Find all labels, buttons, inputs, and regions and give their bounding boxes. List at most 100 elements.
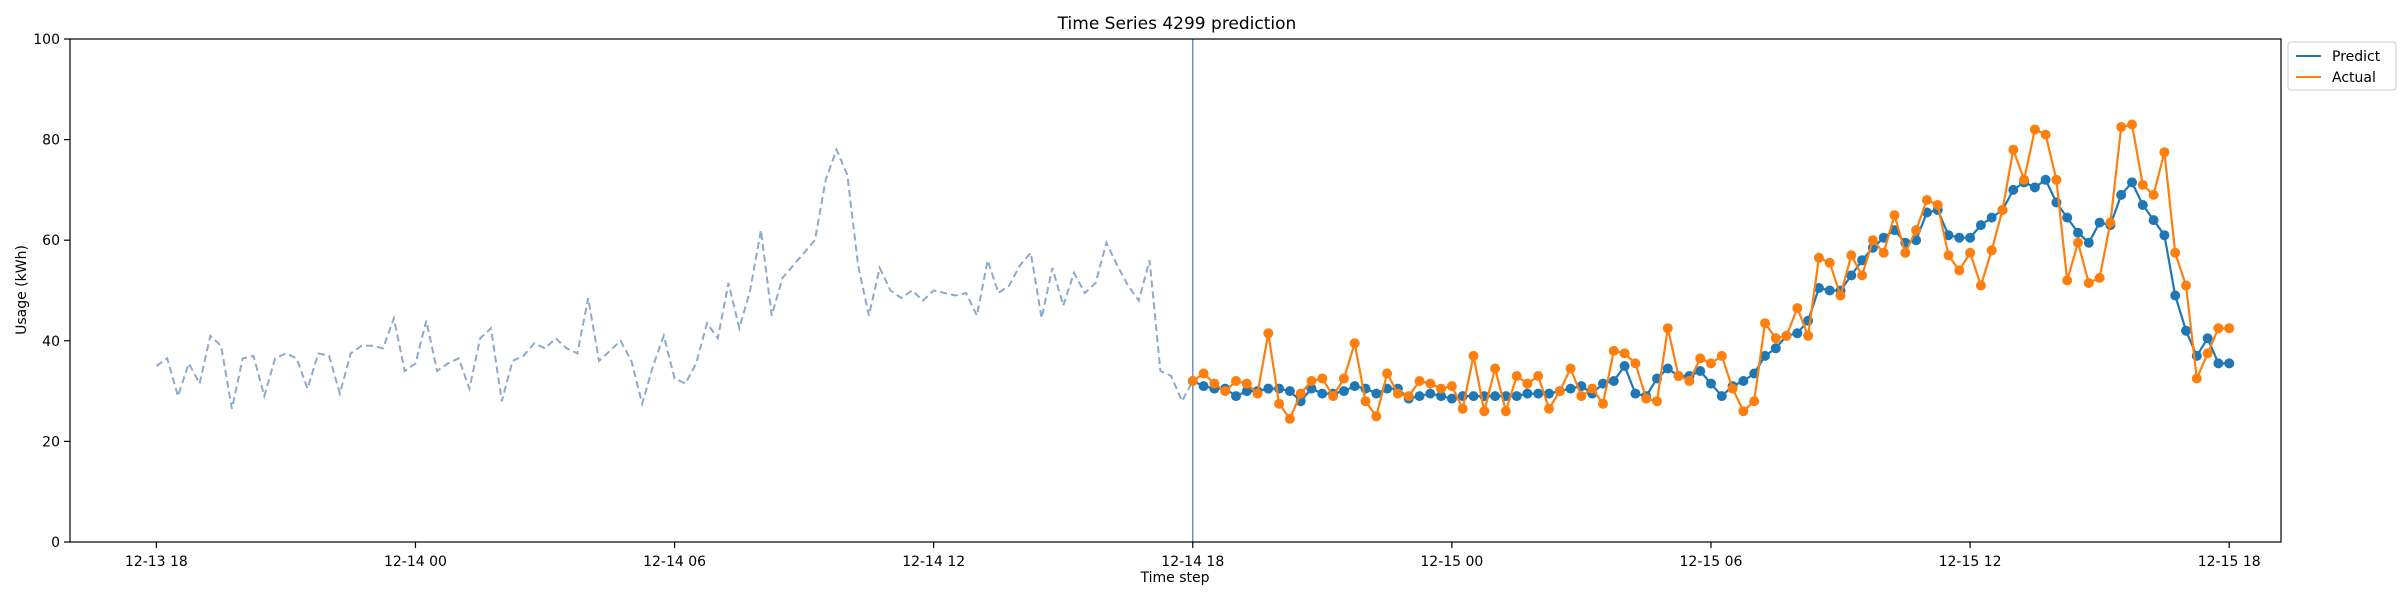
predict-point [2073,227,2083,238]
actual-point [1803,330,1814,341]
predict-point [1544,388,1554,399]
actual-point [1932,200,1943,210]
x-tick-label: 12-15 18 [2198,554,2261,570]
y-axis-label: Usage (kWh) [14,245,30,335]
actual-point [1338,373,1349,384]
predict-point [2137,200,2148,210]
y-tick-label: 0 [51,535,60,551]
actual-point [1652,396,1662,407]
actual-point [1835,290,1846,301]
actual-point [2040,129,2051,140]
actual-point [1576,391,1587,402]
y-tick-label: 20 [42,434,60,450]
predict-point [1770,343,1781,354]
actual-point [1608,345,1619,356]
predict-point [1716,391,1727,402]
predict-point [2029,182,2040,193]
actual-point [1252,388,1263,399]
predict-point [2148,215,2159,226]
actual-point [1317,373,1328,384]
actual-point [1500,406,1511,417]
actual-point [1284,413,1295,424]
predict-point [1198,381,1209,392]
predict-point [1425,388,1436,399]
predict-point [1533,388,1544,399]
actual-point [1911,225,1922,236]
actual-point [2083,278,2094,288]
x-tick-label: 12-15 06 [1680,554,1743,570]
predict-point [1975,220,1986,231]
predict-point [2040,174,2051,185]
actual-point [1209,378,1220,389]
actual-point [1198,368,1209,379]
actual-point [1565,363,1576,374]
predict-point [1436,391,1447,402]
actual-point [1641,393,1652,404]
actual-point [1965,247,1976,258]
actual-point [1986,245,1997,256]
actual-point [1306,376,1317,386]
actual-point [2094,272,2105,283]
actual-point [1360,396,1371,407]
actual-point [2170,247,2181,258]
actual-point [1900,247,1911,258]
predict-point [1813,283,1824,293]
actual-point [1479,406,1490,417]
actual-point [1921,195,1932,205]
actual-point [1241,378,1252,389]
actual-point [1274,398,1285,409]
predict-point [1706,378,1716,389]
actual-point [1446,381,1457,392]
actual-point [1770,333,1781,344]
actual-point [1231,376,1241,386]
legend-label-actual: Actual [2332,70,2376,86]
y-tick-label: 40 [42,334,60,350]
x-tick-label: 12-15 12 [1939,554,2002,570]
predict-point [1857,255,1868,266]
predict-point [1824,285,1835,296]
x-tick-label: 12-15 00 [1420,554,1483,570]
actual-point [2224,323,2235,334]
x-tick-label: 12-13 18 [125,554,188,570]
actual-point [2181,280,2191,291]
actual-point [1943,250,1954,261]
actual-point [2008,144,2019,155]
actual-point [1813,252,1824,263]
actual-point [1554,386,1565,397]
predict-point [2170,290,2181,301]
predict-point [1317,388,1328,399]
x-axis: 12-13 18 12-14 00 12-14 06 12-14 12 12-14 18… [125,542,2261,570]
actual-point [1392,388,1403,399]
actual-point [1533,371,1544,381]
actual-point [1878,247,1889,258]
actual-point [1792,303,1803,314]
x-axis-label: Time step [1140,570,1210,586]
actual-point [1414,376,1425,386]
actual-point [1889,210,1900,221]
actual-point [1975,280,1986,291]
actual-point [1349,338,1360,349]
actual-point [1662,323,1673,334]
actual-point [1630,358,1641,369]
predict-point [1241,386,1252,397]
actual-point [1511,371,1522,381]
actual-series [1187,119,2235,424]
actual-point [1716,350,1727,361]
predict-point [1986,212,1997,223]
chart-title: Time Series 4299 prediction [1057,14,1297,34]
actual-point [2137,179,2148,190]
actual-point [2127,119,2137,130]
predict-point [1306,383,1317,394]
predict-point [1965,232,1976,243]
actual-point [1738,406,1749,417]
legend-label-predict: Predict [2332,49,2381,65]
actual-point [2105,217,2116,228]
predict-point [2213,358,2224,369]
actual-point [1263,328,1274,339]
actual-point [1436,383,1447,394]
x-tick-label: 12-14 18 [1161,554,1224,570]
predict-point [2181,325,2191,336]
predict-point [1954,232,1965,243]
